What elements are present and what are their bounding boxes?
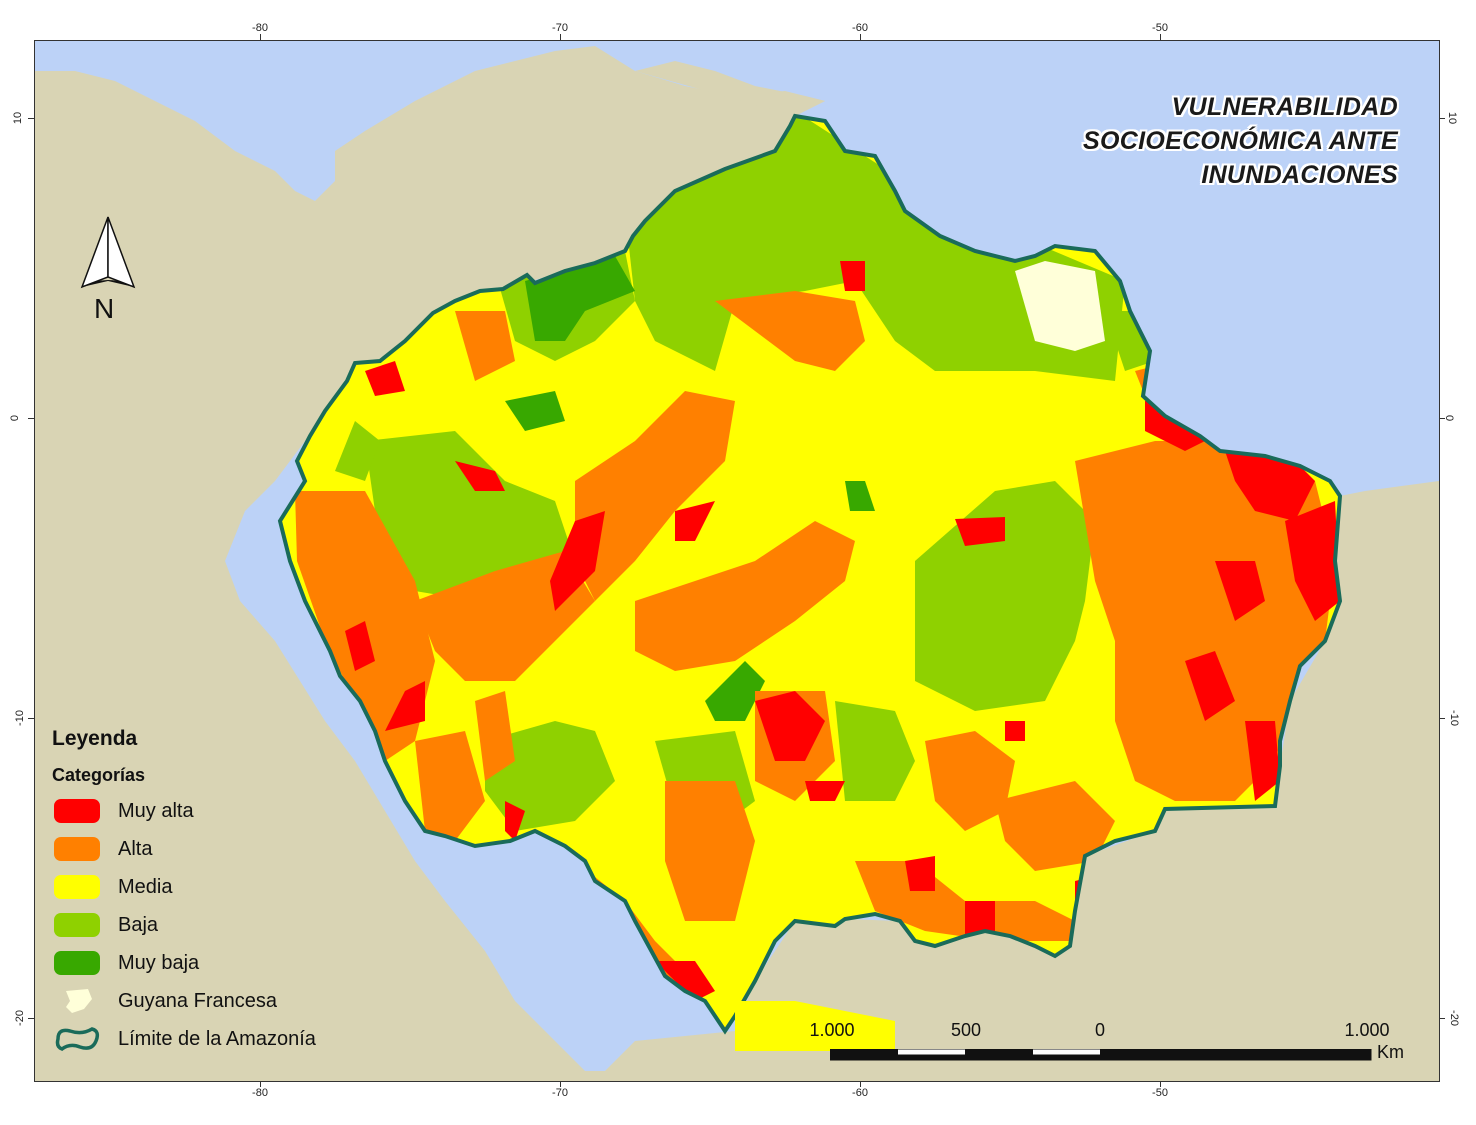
tick-mark bbox=[28, 718, 34, 719]
legend-label: Alta bbox=[118, 837, 153, 860]
legend-label: Media bbox=[118, 875, 173, 898]
swatch-media bbox=[54, 875, 100, 899]
lon-tick-top: -50 bbox=[1152, 22, 1168, 34]
legend-item-limite-amazonia: Límite de la Amazonía bbox=[52, 1020, 316, 1058]
swatch-alta bbox=[54, 837, 100, 861]
tick-mark bbox=[1439, 718, 1445, 719]
swatch-limite-amazonia bbox=[55, 1027, 100, 1051]
map-title-line: SOCIOECONÓMICA ANTE bbox=[1083, 127, 1398, 155]
scale-label: 1.000 bbox=[809, 1020, 855, 1040]
legend-item-alta: Alta bbox=[52, 830, 316, 868]
swatch-baja bbox=[54, 913, 100, 937]
legend-label: Muy alta bbox=[118, 799, 194, 822]
tick-mark bbox=[1439, 418, 1445, 419]
legend-item-media: Media bbox=[52, 868, 316, 906]
legend-label: Muy baja bbox=[118, 951, 200, 974]
map-title: VULNERABILIDAD SOCIOECONÓMICA ANTE INUND… bbox=[1083, 90, 1398, 192]
lon-tick-top: -80 bbox=[252, 22, 268, 34]
tick-mark bbox=[1160, 34, 1161, 40]
swatch-muy-baja bbox=[54, 951, 100, 975]
legend-label: Guyana Francesa bbox=[118, 989, 277, 1012]
lat-tick-left: -10 bbox=[13, 710, 26, 726]
tick-mark bbox=[560, 34, 561, 40]
tick-mark bbox=[1439, 1018, 1445, 1019]
lon-tick-top: -70 bbox=[552, 22, 568, 34]
scale-unit: Km bbox=[1377, 1042, 1404, 1062]
legend-title: Leyenda bbox=[52, 727, 138, 750]
lon-tick-bottom: -60 bbox=[852, 1087, 868, 1099]
scale-bar-graphic bbox=[830, 1049, 1372, 1061]
lat-tick-left: -20 bbox=[13, 1010, 26, 1026]
tick-mark bbox=[1160, 1081, 1161, 1087]
swatch-muy-alta bbox=[54, 799, 100, 823]
central-america-land bbox=[35, 46, 825, 1081]
lon-tick-bottom: -70 bbox=[552, 1087, 568, 1099]
north-arrow-icon bbox=[80, 216, 136, 289]
lat-tick-right: -10 bbox=[1447, 710, 1460, 726]
legend-label: Límite de la Amazonía bbox=[118, 1027, 316, 1050]
legend-item-muy-baja: Muy baja bbox=[52, 944, 316, 982]
map-frame bbox=[34, 40, 1440, 1082]
legend: Leyenda Categorías Muy alta Alta Media B… bbox=[52, 727, 316, 1058]
lon-tick-top: -60 bbox=[852, 22, 868, 34]
legend-label: Baja bbox=[118, 913, 159, 936]
lat-tick-left: 0 bbox=[9, 414, 22, 422]
legend-item-muy-alta: Muy alta bbox=[52, 792, 316, 830]
swatch-guyana-francesa bbox=[66, 989, 92, 1013]
scale-label: 1.000 bbox=[1344, 1020, 1390, 1040]
tick-mark bbox=[860, 1081, 861, 1087]
north-label: N bbox=[94, 293, 115, 324]
scale-bar: 1.000 500 0 1.000 Km bbox=[800, 1020, 1404, 1070]
lat-tick-right: 10 bbox=[1446, 111, 1459, 125]
map-canvas bbox=[35, 46, 1439, 1081]
scale-label: 500 bbox=[950, 1020, 982, 1040]
south-america-east-land bbox=[595, 481, 1439, 1081]
tick-mark bbox=[560, 1081, 561, 1087]
map-title-line: INUNDACIONES bbox=[1201, 161, 1398, 189]
lat-tick-left: 10 bbox=[12, 111, 25, 125]
tick-mark bbox=[28, 118, 34, 119]
legend-item-guyana-francesa: Guyana Francesa bbox=[52, 982, 316, 1020]
tick-mark bbox=[260, 34, 261, 40]
map-title-line: VULNERABILIDAD bbox=[1171, 93, 1398, 121]
tick-mark bbox=[1439, 118, 1445, 119]
caribbean-coast-land bbox=[635, 61, 825, 116]
tick-mark bbox=[260, 1081, 261, 1087]
lon-tick-bottom: -50 bbox=[1152, 1087, 1168, 1099]
southern-region bbox=[735, 1001, 895, 1051]
lat-tick-right: -20 bbox=[1447, 1010, 1460, 1026]
scale-label: 0 bbox=[1094, 1020, 1106, 1040]
tick-mark bbox=[28, 1018, 34, 1019]
lon-tick-bottom: -80 bbox=[252, 1087, 268, 1099]
tick-mark bbox=[28, 418, 34, 419]
tick-mark bbox=[860, 34, 861, 40]
legend-subtitle: Categorías bbox=[52, 765, 146, 785]
legend-item-baja: Baja bbox=[52, 906, 316, 944]
